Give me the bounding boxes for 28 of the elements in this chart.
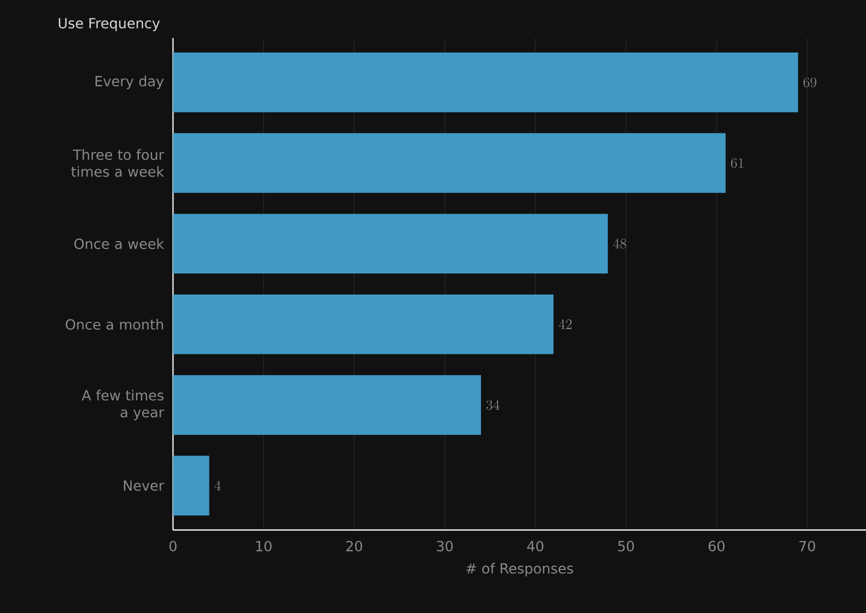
data-label: 34 bbox=[486, 400, 500, 410]
bar bbox=[173, 456, 210, 516]
y-tick-label: Once a month bbox=[66, 318, 163, 330]
bar bbox=[173, 375, 482, 435]
x-axis-title: # of Responses bbox=[466, 562, 573, 576]
data-label: 61 bbox=[731, 158, 744, 168]
x-tick-label: 40 bbox=[527, 540, 544, 552]
data-label: 69 bbox=[804, 77, 816, 88]
data-label: 42 bbox=[558, 319, 572, 329]
y-axis-title: Use Frequency bbox=[58, 18, 160, 32]
y-tick-label: Every day bbox=[96, 76, 164, 90]
x-tick-label: 30 bbox=[436, 540, 453, 552]
data-label: 48 bbox=[613, 238, 626, 249]
y-tick-label: Three to four times a week bbox=[71, 149, 164, 177]
x-tick-label: 10 bbox=[256, 540, 272, 552]
x-tick-label: 70 bbox=[799, 540, 816, 552]
y-tick-label: Never bbox=[124, 480, 164, 491]
x-tick-label: 20 bbox=[346, 540, 362, 552]
y-tick-label: A few times a year bbox=[82, 390, 164, 420]
y-tick-label: Once a week bbox=[74, 238, 164, 250]
bar bbox=[173, 52, 798, 112]
x-tick-label: 60 bbox=[708, 540, 724, 552]
bar bbox=[173, 294, 554, 354]
bar bbox=[173, 214, 608, 274]
bar bbox=[173, 133, 726, 193]
x-tick-label: 50 bbox=[618, 540, 634, 552]
x-tick-label: 0 bbox=[169, 540, 177, 552]
data-label: 4 bbox=[214, 480, 221, 490]
